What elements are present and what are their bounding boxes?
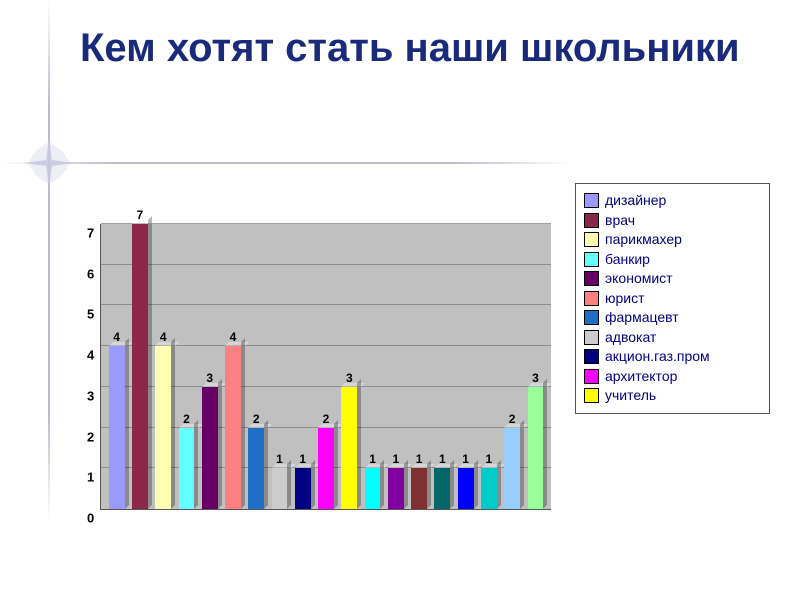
legend-label: архитектор xyxy=(605,368,677,386)
bar-slot: 1 xyxy=(454,224,477,509)
bar-chart: 4742342112311111123 01234567 xyxy=(65,195,565,530)
legend-label: банкир xyxy=(605,251,650,269)
bar-value-label: 2 xyxy=(183,412,190,426)
legend-swatch xyxy=(584,310,599,325)
legend-item: экономист xyxy=(584,270,761,288)
legend-item: адвокат xyxy=(584,329,761,347)
legend-item: фармацевт xyxy=(584,309,761,327)
legend-swatch xyxy=(584,193,599,208)
bar-slot: 2 xyxy=(245,224,268,509)
bar: 2 xyxy=(248,428,264,509)
legend-item: акцион.газ.пром xyxy=(584,348,761,366)
bar-value-label: 2 xyxy=(323,412,330,426)
bar-slot: 1 xyxy=(431,224,454,509)
bar: 4 xyxy=(109,346,125,509)
legend-swatch xyxy=(584,291,599,306)
bar-value-label: 3 xyxy=(532,371,539,385)
bar-value-label: 2 xyxy=(253,412,260,426)
bar-value-label: 4 xyxy=(160,330,167,344)
bar-value-label: 1 xyxy=(276,452,283,466)
bar-slot: 3 xyxy=(338,224,361,509)
bar-slot: 1 xyxy=(477,224,500,509)
bar: 1 xyxy=(365,468,381,509)
bar: 3 xyxy=(202,387,218,509)
bar-slot: 4 xyxy=(152,224,175,509)
bar-value-label: 4 xyxy=(113,330,120,344)
bar: 4 xyxy=(155,346,171,509)
bar-value-label: 1 xyxy=(299,452,306,466)
bar-value-label: 1 xyxy=(486,452,493,466)
legend-item: юрист xyxy=(584,290,761,308)
legend-label: акцион.газ.пром xyxy=(605,348,710,366)
slide: Кем хотят стать наши школьники 474234211… xyxy=(0,0,800,600)
legend-label: адвокат xyxy=(605,329,656,347)
legend-swatch xyxy=(584,232,599,247)
legend-item: врач xyxy=(584,212,761,230)
legend-swatch xyxy=(584,252,599,267)
legend-item: банкир xyxy=(584,251,761,269)
legend-item: архитектор xyxy=(584,368,761,386)
template-rule-vertical xyxy=(48,0,50,520)
bar: 1 xyxy=(272,468,288,509)
bar: 1 xyxy=(411,468,427,509)
bar: 1 xyxy=(458,468,474,509)
bar: 1 xyxy=(434,468,450,509)
bar-slot: 2 xyxy=(501,224,524,509)
bar-value-label: 2 xyxy=(509,412,516,426)
legend-swatch xyxy=(584,388,599,403)
bar: 1 xyxy=(481,468,497,509)
legend-label: юрист xyxy=(605,290,645,308)
legend-item: дизайнер xyxy=(584,192,761,210)
bar-slot: 1 xyxy=(361,224,384,509)
bar: 2 xyxy=(318,428,334,509)
bar-value-label: 3 xyxy=(206,371,213,385)
page-title: Кем хотят стать наши школьники xyxy=(80,25,740,71)
bar-slot: 7 xyxy=(128,224,151,509)
bar-slot: 2 xyxy=(314,224,337,509)
chart-legend: дизайнер врачпарикмахер банкирэкономист юри… xyxy=(575,183,770,414)
bar-value-label: 1 xyxy=(369,452,376,466)
legend-swatch xyxy=(584,213,599,228)
legend-label: фармацевт xyxy=(605,309,679,327)
bar-slot: 2 xyxy=(175,224,198,509)
bar-value-label: 1 xyxy=(392,452,399,466)
legend-swatch xyxy=(584,369,599,384)
bar: 2 xyxy=(504,428,520,509)
legend-swatch xyxy=(584,271,599,286)
bar-slot: 3 xyxy=(524,224,547,509)
bar: 3 xyxy=(528,387,544,509)
legend-label: экономист xyxy=(605,270,673,288)
legend-item: учитель xyxy=(584,387,761,405)
bar: 2 xyxy=(179,428,195,509)
bar-value-label: 1 xyxy=(439,452,446,466)
chart-plot-area: 4742342112311111123 xyxy=(100,224,551,510)
bar: 3 xyxy=(341,387,357,509)
bar: 1 xyxy=(295,468,311,509)
bar-slot: 1 xyxy=(407,224,430,509)
legend-label: дизайнер xyxy=(605,192,666,210)
bar-slot: 4 xyxy=(105,224,128,509)
legend-swatch xyxy=(584,349,599,364)
bar: 1 xyxy=(388,468,404,509)
legend-swatch xyxy=(584,330,599,345)
bar-value-label: 7 xyxy=(137,208,144,222)
bar-slot: 1 xyxy=(384,224,407,509)
bar-value-label: 1 xyxy=(462,452,469,466)
bar-value-label: 1 xyxy=(416,452,423,466)
bar-slot: 3 xyxy=(198,224,221,509)
legend-label: учитель xyxy=(605,387,656,405)
bar-slot: 1 xyxy=(268,224,291,509)
template-rule-horizontal xyxy=(0,162,570,164)
bar: 7 xyxy=(132,224,148,509)
legend-label: парикмахер xyxy=(605,231,682,249)
bar-value-label: 4 xyxy=(230,330,237,344)
legend-item: парикмахер xyxy=(584,231,761,249)
bar-slot: 1 xyxy=(291,224,314,509)
legend-label: врач xyxy=(605,212,635,230)
bar-value-label: 3 xyxy=(346,371,353,385)
bar: 4 xyxy=(225,346,241,509)
bar-slot: 4 xyxy=(221,224,244,509)
